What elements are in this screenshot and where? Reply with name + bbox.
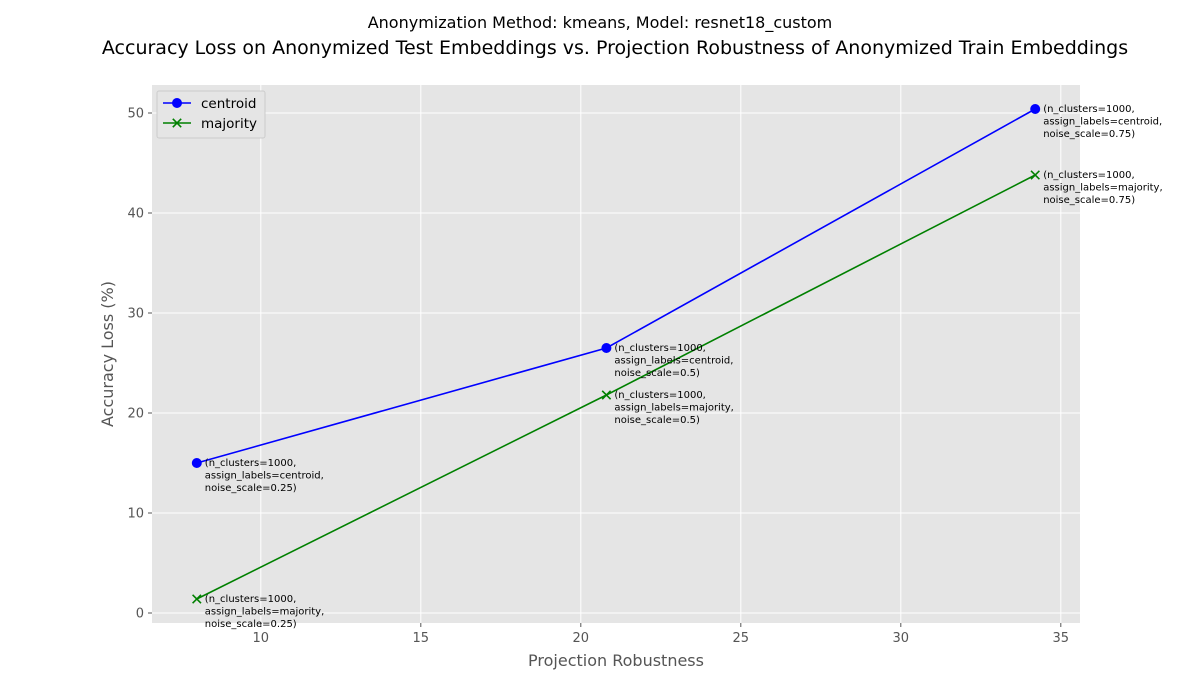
point-annotation: (n_clusters=1000, assign_labels=majority,…: [1043, 170, 1162, 206]
legend-marker-stroke: [172, 118, 182, 128]
point-annotation-line: (n_clusters=1000,: [205, 594, 296, 605]
x-tick-label: 30: [893, 631, 910, 646]
legend-label: majority: [201, 116, 257, 132]
point-annotation-line: noise_scale=0.75): [1043, 195, 1135, 206]
point-annotation-line: (n_clusters=1000,: [614, 343, 705, 354]
annotations: (n_clusters=1000, assign_labels=centroid,…: [205, 104, 1163, 630]
data-point-majority-stroke: [192, 594, 202, 604]
legend: centroid majority: [156, 90, 266, 139]
y-tick-label: 20: [127, 407, 144, 422]
data-point-centroid: [601, 343, 612, 353]
legend-marker: [172, 118, 182, 128]
chart-title: Accuracy Loss on Anonymized Test Embeddi…: [102, 37, 1128, 59]
series-majority: [192, 170, 1040, 604]
point-annotation-line: noise_scale=0.25): [205, 619, 297, 630]
data-point-majority: [601, 390, 612, 400]
data-point-majority: [192, 594, 202, 604]
series-centroid: [191, 104, 1041, 468]
point-annotation-line: (n_clusters=1000,: [1043, 170, 1134, 181]
chart-suptitle: Anonymization Method: kmeans, Model: res…: [368, 13, 833, 33]
series-layer: [191, 104, 1041, 604]
y-axis-label: Accuracy Loss (%): [98, 281, 117, 427]
point-annotation-line: (n_clusters=1000,: [205, 458, 296, 469]
point-annotation-line: assign_labels=majority,: [614, 403, 733, 414]
x-tick-label: 15: [413, 631, 430, 646]
x-tick-label: 25: [733, 631, 750, 646]
x-tick-label: 35: [1053, 631, 1070, 646]
data-point-majority-stroke: [1030, 170, 1040, 180]
point-annotation-line: assign_labels=majority,: [1043, 183, 1162, 194]
point-annotation-line: assign_labels=centroid,: [614, 356, 733, 367]
point-annotation: (n_clusters=1000, assign_labels=majority,…: [614, 390, 733, 426]
point-annotation-line: noise_scale=0.25): [205, 483, 297, 494]
legend-label: centroid: [201, 96, 256, 112]
point-annotation-line: (n_clusters=1000,: [614, 390, 705, 401]
point-annotation-line: (n_clusters=1000,: [1043, 104, 1134, 115]
point-annotation: (n_clusters=1000, assign_labels=centroid,…: [205, 458, 324, 494]
point-annotation-line: noise_scale=0.75): [1043, 129, 1135, 140]
point-annotation: (n_clusters=1000, assign_labels=majority,…: [205, 594, 324, 630]
plot-area: [152, 85, 1080, 623]
point-annotation: (n_clusters=1000, assign_labels=centroid,…: [614, 343, 733, 379]
data-point-majority: [1030, 170, 1040, 180]
point-annotation-line: assign_labels=centroid,: [205, 471, 324, 482]
ticks: 10 15 20 25 30 35 0 10 20 30 40 50: [127, 107, 1069, 647]
legend-item-majority: majority: [163, 116, 257, 132]
x-tick-label: 20: [573, 631, 590, 646]
point-annotation-line: noise_scale=0.5): [614, 415, 700, 426]
y-tick-label: 30: [127, 307, 144, 322]
point-annotation-line: assign_labels=centroid,: [1043, 117, 1162, 128]
y-tick-label: 10: [127, 507, 144, 522]
legend-item-centroid: centroid: [163, 96, 256, 112]
x-axis-label: Projection Robustness: [528, 651, 704, 670]
point-annotation-line: noise_scale=0.5): [614, 368, 700, 379]
legend-marker: [172, 98, 182, 108]
x-tick-label: 10: [253, 631, 270, 646]
y-tick-label: 0: [136, 607, 144, 622]
data-point-centroid: [191, 458, 202, 468]
point-annotation-line: assign_labels=majority,: [205, 607, 324, 618]
point-annotation: (n_clusters=1000, assign_labels=centroid,…: [1043, 104, 1162, 140]
y-tick-label: 50: [127, 107, 144, 122]
y-tick-label: 40: [127, 207, 144, 222]
data-point-centroid: [1030, 104, 1041, 114]
grid: [152, 85, 1080, 623]
data-point-majority-stroke: [601, 390, 612, 400]
